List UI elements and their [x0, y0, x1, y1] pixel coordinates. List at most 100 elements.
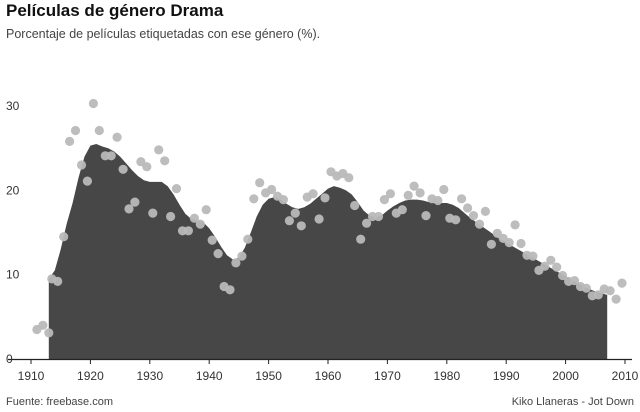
data-point [605, 286, 615, 296]
data-point [516, 238, 526, 249]
data-point [457, 194, 467, 204]
data-point [320, 193, 330, 203]
data-point [379, 195, 389, 205]
data-point [362, 218, 372, 228]
chart-title: Películas de género Drama [6, 1, 224, 20]
data-point [474, 219, 485, 229]
data-point [183, 226, 193, 236]
data-point [53, 276, 63, 286]
data-point [70, 125, 81, 136]
data-point [154, 145, 164, 155]
axis-layer: 1910 1920 1930 1940 1950 1960 1970 1980 1990 2000… [6, 99, 639, 383]
credit-note: Kiko Llaneras - Jot Down [511, 396, 634, 408]
data-point [593, 290, 603, 300]
data-point [82, 176, 92, 186]
data-point [581, 283, 592, 293]
x-tick-label: 1940 [196, 369, 223, 383]
data-point [225, 285, 235, 295]
data-point [171, 184, 182, 194]
data-point [213, 249, 223, 259]
data-point [546, 255, 556, 265]
points-layer [32, 98, 627, 338]
data-point [480, 206, 490, 216]
data-point [558, 270, 568, 281]
x-tick-label: 2010 [612, 369, 639, 383]
data-point [237, 251, 247, 261]
x-tick-label: 1920 [77, 369, 104, 383]
data-point [76, 160, 87, 170]
chart-subtitle: Porcentaje de películas etiquetadas con … [6, 27, 321, 41]
data-point [611, 294, 621, 304]
y-tick-label: 10 [6, 268, 20, 282]
data-point [486, 239, 496, 249]
data-point [106, 151, 116, 161]
data-point [540, 261, 550, 271]
data-point [409, 181, 419, 191]
data-point [350, 200, 360, 211]
data-point [201, 205, 211, 215]
data-point [415, 188, 425, 198]
data-point [112, 132, 122, 142]
data-point [160, 156, 170, 166]
y-tick-label: 20 [6, 183, 20, 197]
data-point [403, 190, 413, 200]
data-point [451, 215, 461, 225]
data-point [249, 194, 259, 204]
data-point [314, 214, 324, 224]
data-point [308, 189, 318, 199]
data-point [344, 173, 354, 183]
data-point [189, 213, 199, 223]
data-point [373, 211, 384, 222]
data-point [88, 98, 98, 109]
source-note: Fuente: freebase.com [6, 396, 114, 408]
x-tick-label: 2000 [552, 369, 579, 383]
data-point [94, 125, 104, 136]
data-point [38, 320, 48, 330]
data-point [569, 276, 580, 286]
x-tick-label: 1970 [374, 369, 401, 383]
data-point [504, 238, 514, 248]
data-point [130, 197, 140, 207]
data-point [65, 136, 75, 146]
x-tick-label: 1960 [315, 369, 342, 383]
data-point [356, 234, 366, 244]
data-point [528, 251, 538, 261]
y-tick-label: 0 [6, 352, 13, 366]
data-point [463, 203, 473, 213]
data-point [397, 205, 407, 215]
data-point [195, 219, 205, 229]
data-point [284, 216, 294, 226]
y-tick-label: 30 [6, 99, 20, 113]
x-tick-label: 1950 [255, 369, 282, 383]
data-point [617, 278, 627, 288]
data-point [231, 258, 241, 268]
data-point [243, 234, 253, 244]
data-point [59, 232, 69, 242]
data-point [385, 189, 395, 199]
data-point [148, 208, 158, 218]
data-point [124, 204, 134, 214]
data-point [552, 262, 562, 272]
data-point [118, 164, 128, 174]
data-point [510, 220, 520, 230]
drama-area [48, 144, 608, 359]
data-point [296, 221, 306, 231]
data-point [166, 211, 176, 222]
data-point [433, 195, 443, 206]
data-point [290, 208, 300, 218]
data-point [468, 211, 479, 221]
data-point [439, 184, 449, 195]
x-tick-label: 1990 [493, 369, 520, 383]
data-point [44, 328, 54, 338]
data-point [421, 211, 431, 221]
x-tick-label: 1980 [433, 369, 460, 383]
data-point [267, 184, 277, 195]
area-layer [48, 144, 608, 359]
data-point [278, 195, 288, 205]
data-point [142, 162, 152, 172]
x-tick-label: 1930 [136, 369, 163, 383]
data-point [255, 178, 265, 188]
data-point [207, 235, 217, 245]
x-tick-label: 1910 [18, 369, 45, 383]
